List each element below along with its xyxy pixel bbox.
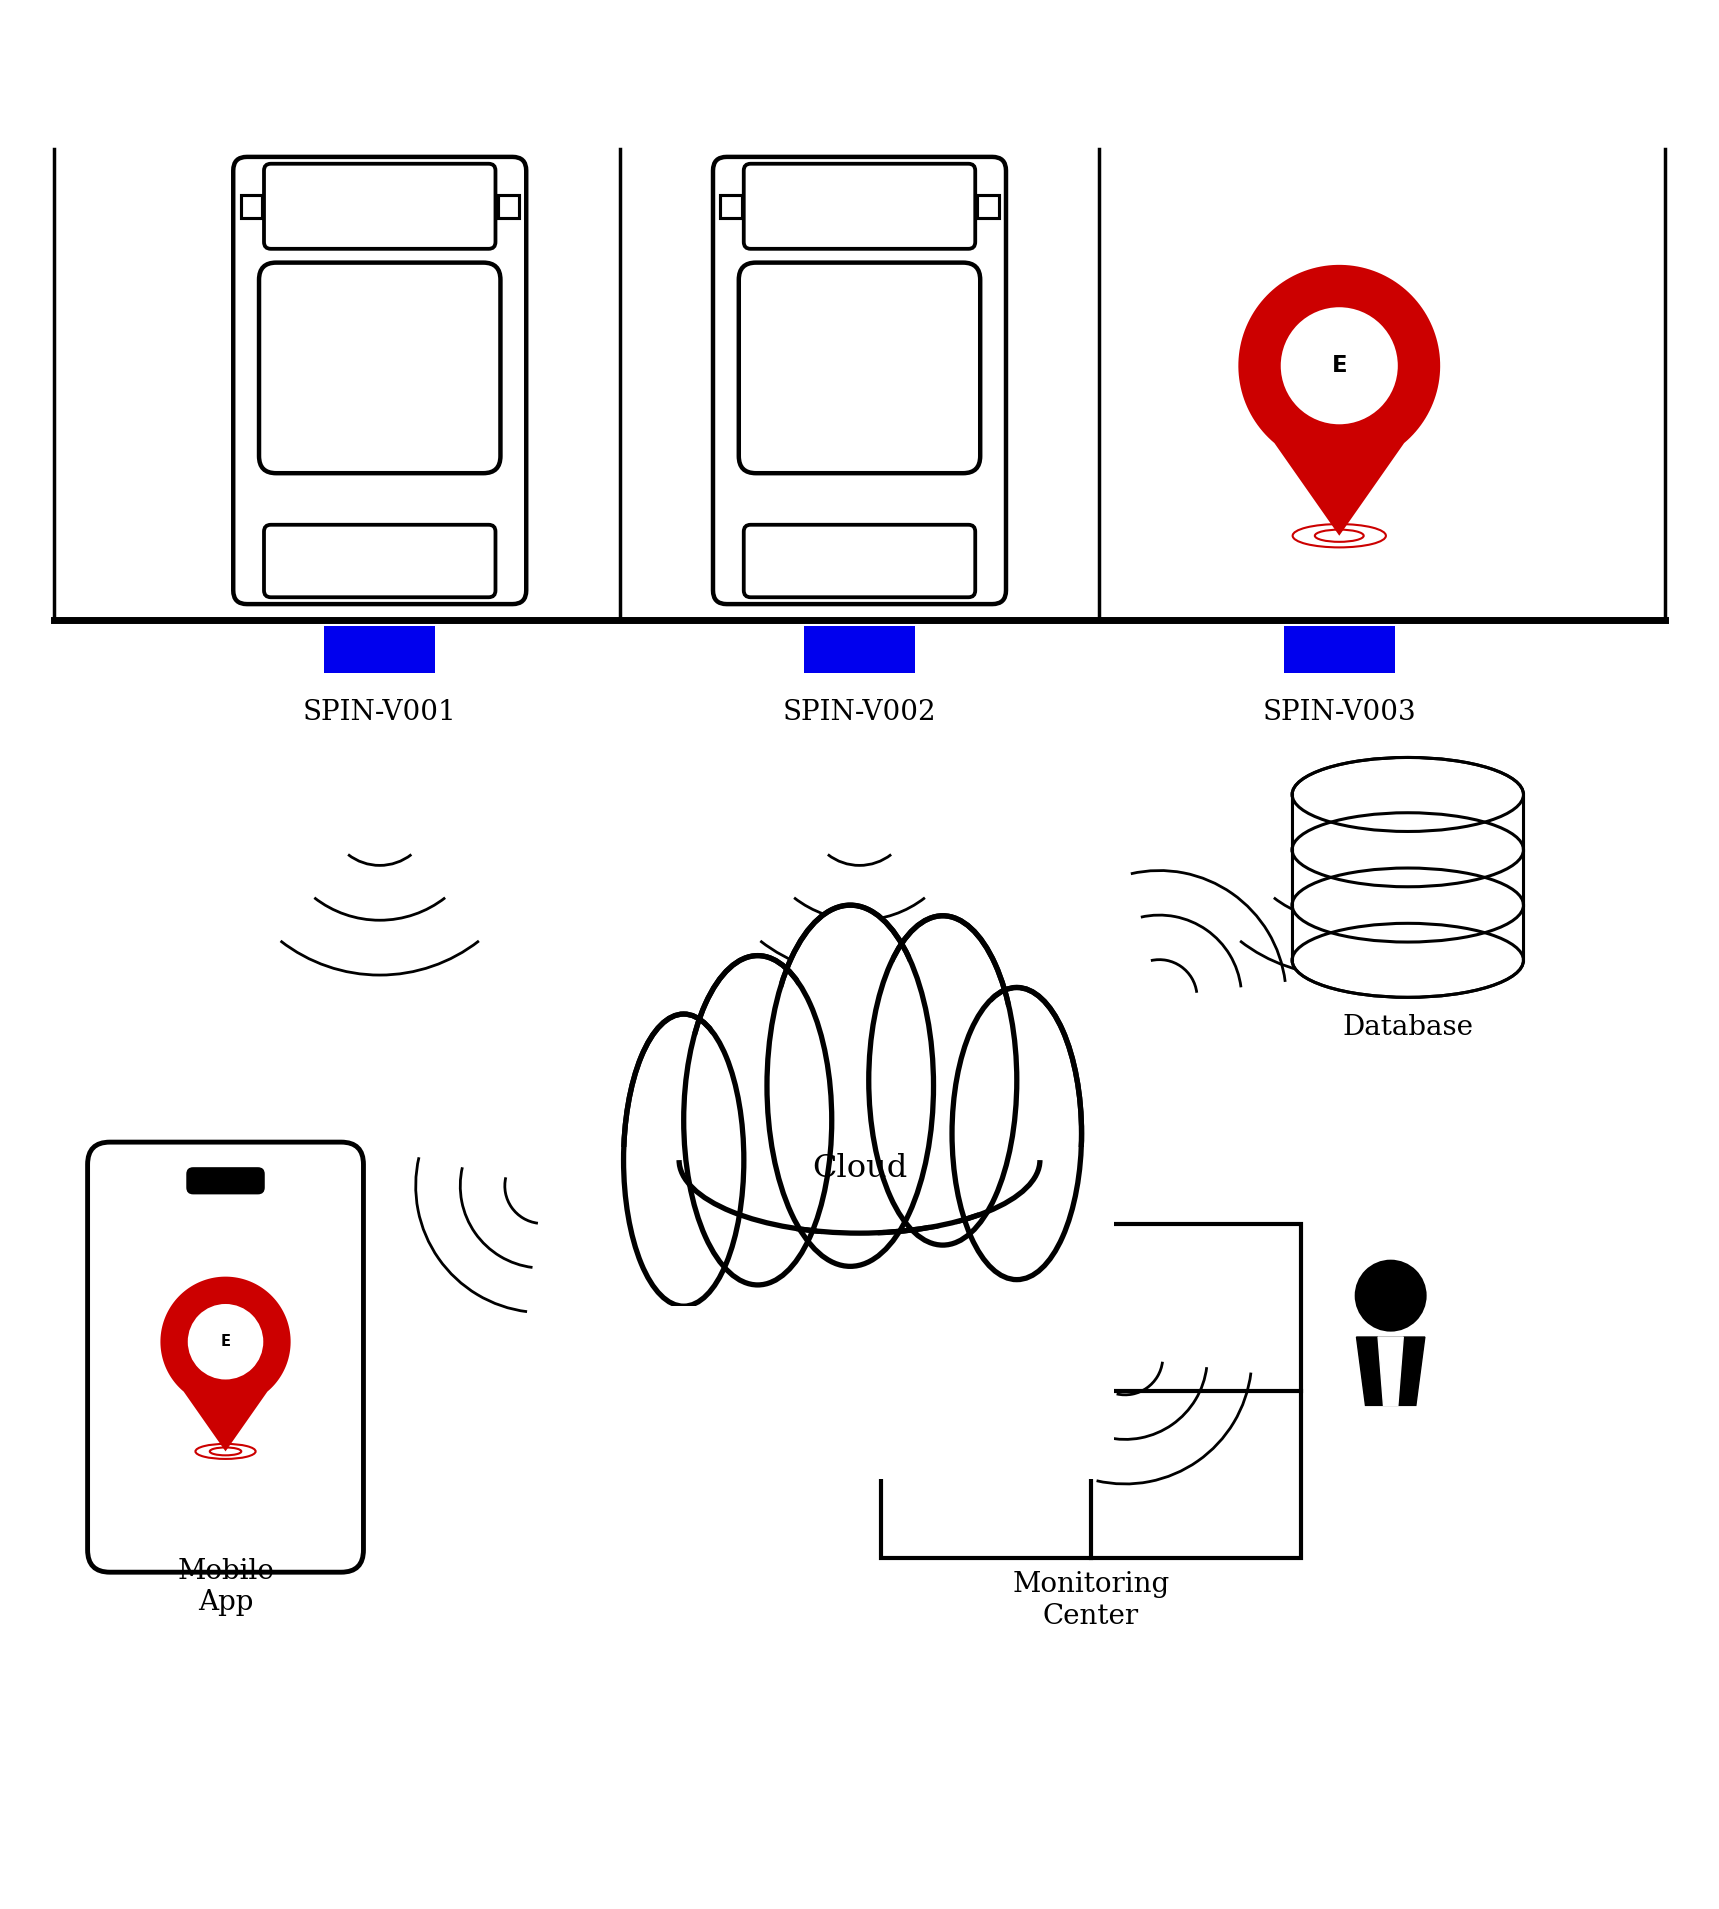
Ellipse shape <box>679 1079 1040 1252</box>
Ellipse shape <box>885 932 1000 1229</box>
Bar <box>1293 850 1523 905</box>
FancyBboxPatch shape <box>234 157 526 603</box>
Bar <box>325 626 435 674</box>
Text: E: E <box>220 1334 230 1350</box>
FancyBboxPatch shape <box>739 263 980 473</box>
Text: SPIN-V003: SPIN-V003 <box>1262 699 1416 725</box>
FancyBboxPatch shape <box>713 157 1006 603</box>
Ellipse shape <box>952 987 1081 1279</box>
Ellipse shape <box>784 922 918 1250</box>
Text: Database: Database <box>1343 1014 1473 1042</box>
FancyBboxPatch shape <box>744 164 975 248</box>
Bar <box>241 195 261 218</box>
Circle shape <box>187 1304 263 1380</box>
Ellipse shape <box>1293 869 1523 941</box>
Bar <box>1294 850 1521 903</box>
Text: Cloud: Cloud <box>811 1153 908 1184</box>
Bar <box>605 1147 1114 1319</box>
Polygon shape <box>160 1277 291 1451</box>
FancyBboxPatch shape <box>744 525 975 598</box>
FancyBboxPatch shape <box>88 1142 363 1573</box>
FancyBboxPatch shape <box>265 164 495 248</box>
Bar <box>1294 794 1521 848</box>
Text: SPIN-V002: SPIN-V002 <box>782 699 937 725</box>
Ellipse shape <box>1293 813 1523 888</box>
Bar <box>1284 626 1394 674</box>
Bar <box>978 195 999 218</box>
Ellipse shape <box>1293 924 1523 996</box>
Bar <box>1293 794 1523 850</box>
Bar <box>499 195 519 218</box>
Ellipse shape <box>624 1014 744 1306</box>
Text: Monitoring
Center: Monitoring Center <box>1012 1571 1169 1630</box>
Ellipse shape <box>1294 815 1521 884</box>
Text: E: E <box>1332 355 1348 378</box>
Ellipse shape <box>1294 871 1521 939</box>
Ellipse shape <box>700 972 815 1269</box>
Ellipse shape <box>868 916 1018 1245</box>
Ellipse shape <box>968 1004 1066 1264</box>
Ellipse shape <box>1293 758 1523 832</box>
Ellipse shape <box>767 905 933 1266</box>
Polygon shape <box>1379 1336 1403 1405</box>
Bar <box>605 1306 1114 1479</box>
Circle shape <box>1281 307 1398 424</box>
Text: SPIN-V001: SPIN-V001 <box>303 699 457 725</box>
Bar <box>1294 905 1521 958</box>
FancyBboxPatch shape <box>186 1166 265 1195</box>
Polygon shape <box>1356 1336 1425 1405</box>
Ellipse shape <box>639 1031 727 1290</box>
Ellipse shape <box>1294 760 1521 829</box>
FancyBboxPatch shape <box>260 263 500 473</box>
Bar <box>1293 905 1523 960</box>
Bar <box>880 1224 1301 1558</box>
Bar <box>804 626 915 674</box>
FancyBboxPatch shape <box>265 525 495 598</box>
Bar <box>720 195 741 218</box>
Ellipse shape <box>684 956 832 1285</box>
Circle shape <box>1355 1260 1427 1332</box>
Polygon shape <box>1238 265 1441 536</box>
Text: Mobile
App: Mobile App <box>177 1558 273 1615</box>
